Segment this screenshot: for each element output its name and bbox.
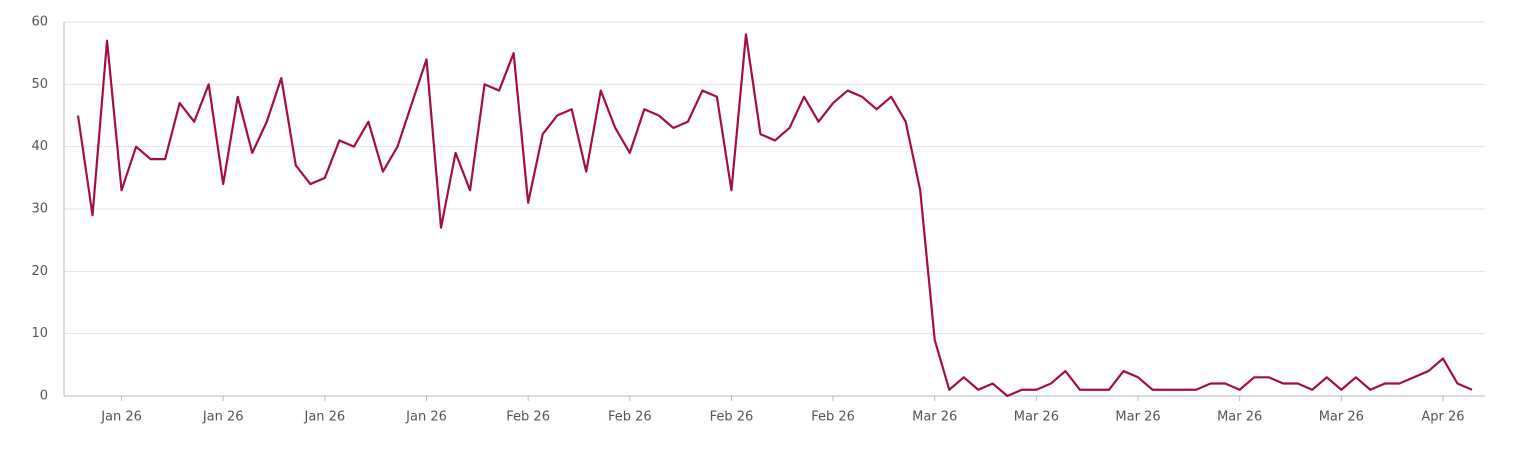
x-tick-label: Feb 26 <box>506 410 550 425</box>
y-tick-label: 0 <box>40 389 48 404</box>
x-tick-label: Jan 26 <box>405 410 447 425</box>
x-tick-label: Feb 26 <box>710 410 754 425</box>
y-tick-label: 10 <box>31 326 48 341</box>
y-tick-label: 30 <box>31 202 48 217</box>
x-tick-label: Feb 26 <box>811 410 855 425</box>
x-tick-label: Mar 26 <box>1014 410 1059 425</box>
data-line <box>76 33 1473 398</box>
x-tick-label: Mar 26 <box>1319 410 1364 425</box>
y-tick-label: 50 <box>31 77 48 92</box>
x-tick-label: Mar 26 <box>1217 410 1262 425</box>
y-tick-label: 40 <box>31 139 48 154</box>
y-tick-label: 60 <box>31 15 48 30</box>
x-tick-label: Mar 26 <box>912 410 957 425</box>
x-tick-label: Jan 26 <box>202 410 244 425</box>
x-tick-label: Apr 26 <box>1421 410 1464 425</box>
x-tick-label: Feb 26 <box>608 410 652 425</box>
y-tick-label: 20 <box>31 264 48 279</box>
x-tick-label: Mar 26 <box>1115 410 1160 425</box>
x-tick-label: Jan 26 <box>100 410 142 425</box>
x-tick-label: Jan 26 <box>303 410 345 425</box>
